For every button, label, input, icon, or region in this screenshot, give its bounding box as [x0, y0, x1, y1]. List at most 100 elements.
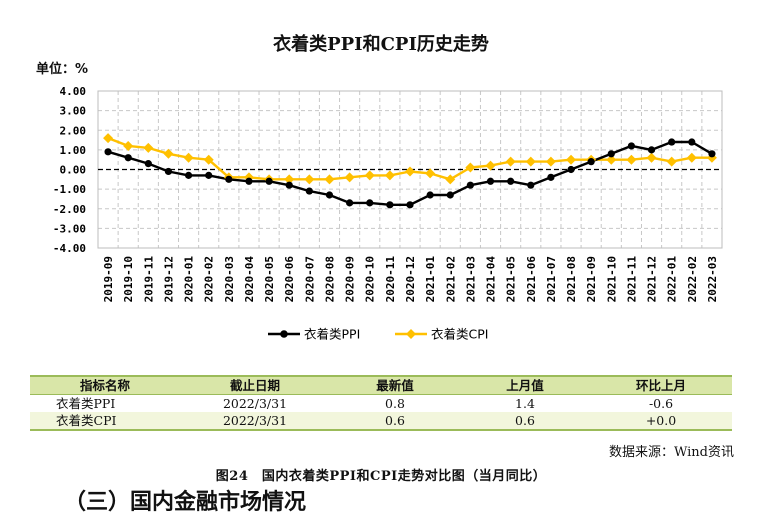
data-point: [124, 154, 132, 162]
table-cell: 0.6: [460, 412, 590, 431]
x-tick-label: 2020-06: [283, 256, 296, 303]
data-point: [566, 154, 577, 165]
data-point: [567, 165, 575, 174]
x-tick-label: 2019-10: [122, 256, 135, 302]
data-table: 指标名称 截止日期 最新值 上月值 环比上月 衣着类PPI 2022/3/31 …: [30, 375, 732, 431]
data-point: [527, 181, 535, 189]
data-point: [426, 191, 434, 199]
data-point: [304, 174, 315, 185]
data-point: [305, 187, 313, 195]
y-tick-label: -4.00: [53, 242, 86, 255]
legend-marker: [280, 330, 288, 338]
x-axis-ticks: 2019-09 2019-10 2019-11 2019-12 2020-01 2020-…: [102, 256, 719, 303]
table-header: 最新值: [330, 375, 460, 395]
x-tick-label: 2021-11: [625, 256, 638, 303]
x-tick-label: 2022-02: [686, 256, 699, 302]
y-axis-ticks: 4.00 3.00 2.00 1.00 0.00 -1.00 -2.00 -3.00 -4.00: [53, 85, 86, 255]
data-point: [384, 170, 395, 181]
y-tick-label: 1.00: [60, 144, 87, 157]
data-point: [284, 174, 295, 185]
x-tick-label: 2020-11: [384, 256, 397, 303]
x-tick-label: 2021-10: [605, 256, 618, 302]
y-tick-label: 4.00: [60, 85, 87, 98]
x-tick-label: 2021-05: [505, 256, 518, 302]
figure-caption: 图24 国内衣着类PPI和CPI走势对比图（当月同比）: [215, 469, 547, 484]
data-point: [668, 138, 676, 146]
data-point: [364, 170, 375, 181]
data-point: [647, 146, 656, 154]
data-point: [203, 154, 214, 165]
table-header: 上月值: [460, 375, 590, 395]
table-cell: 衣着类PPI: [30, 394, 180, 412]
x-tick-label: 2022-03: [706, 256, 719, 302]
table-cell: 衣着类CPI: [30, 412, 180, 431]
chart-title: 衣着类PPI和CPI历史走势: [273, 34, 489, 55]
table-cell: 2022/3/31: [180, 394, 330, 412]
data-point: [646, 152, 657, 163]
data-point: [405, 166, 415, 177]
x-tick-label: 2020-03: [223, 256, 236, 302]
section-heading: （三）国内金融市场情况: [64, 489, 307, 515]
table-cell: 2022/3/31: [180, 412, 330, 431]
data-point: [366, 199, 374, 207]
series-points: [103, 133, 717, 209]
table-cell: 1.4: [460, 394, 590, 412]
x-tick-label: 2020-09: [344, 256, 357, 302]
y-tick-label: -1.00: [53, 183, 86, 196]
data-point: [164, 167, 173, 176]
data-point: [466, 181, 474, 189]
data-point: [325, 191, 334, 199]
data-point: [547, 173, 555, 181]
y-tick-label: -2.00: [53, 203, 86, 216]
data-point: [144, 160, 152, 168]
x-tick-label: 2020-05: [263, 256, 276, 302]
legend-label: 衣着类PPI: [304, 327, 360, 342]
x-tick-label: 2020-08: [323, 256, 336, 302]
data-point: [686, 152, 697, 163]
x-tick-label: 2021-03: [464, 256, 477, 302]
data-point: [505, 156, 516, 167]
table-header-row: 指标名称 截止日期 最新值 上月值 环比上月: [30, 375, 732, 395]
data-point: [163, 148, 174, 159]
data-point: [205, 171, 213, 179]
data-point: [545, 156, 556, 167]
data-point: [446, 191, 454, 199]
data-point: [225, 175, 233, 183]
table-header: 指标名称: [30, 375, 180, 395]
data-point: [465, 162, 476, 173]
x-tick-label: 2021-02: [444, 256, 457, 302]
data-point: [708, 150, 716, 158]
data-point: [346, 199, 354, 207]
data-point: [104, 148, 112, 156]
x-tick-label: 2020-04: [243, 256, 256, 303]
x-tick-label: 2021-04: [485, 256, 498, 303]
data-point: [265, 177, 273, 185]
x-tick-label: 2021-06: [525, 256, 538, 303]
data-point: [626, 154, 637, 165]
data-point: [406, 201, 414, 209]
data-point: [324, 174, 335, 185]
table-cell: 0.8: [330, 394, 460, 412]
table-header: 截止日期: [180, 375, 330, 395]
data-point: [183, 152, 194, 163]
data-point: [143, 142, 154, 153]
legend-label: 衣着类CPI: [431, 327, 488, 342]
data-point: [123, 140, 134, 151]
data-point: [386, 201, 394, 209]
data-point: [425, 168, 436, 179]
line-chart: 4.00 3.00 2.00 1.00 0.00 -1.00 -2.00 -3.00 -4.00…: [53, 85, 723, 342]
table-row: 衣着类CPI 2022/3/31 0.6 0.6 +0.0: [30, 412, 732, 431]
data-point: [587, 158, 595, 166]
y-tick-label: 3.00: [60, 105, 87, 118]
x-tick-label: 2021-09: [585, 256, 598, 302]
table-header: 环比上月: [590, 375, 732, 395]
x-tick-label: 2021-01: [424, 256, 437, 303]
legend: 衣着类PPI 衣着类CPI: [268, 327, 488, 342]
y-tick-label: 2.00: [60, 124, 87, 137]
data-point: [103, 133, 114, 144]
data-point: [606, 154, 617, 165]
x-tick-label: 2020-12: [404, 256, 417, 302]
x-tick-label: 2020-10: [364, 256, 377, 302]
table-cell: -0.6: [590, 394, 732, 412]
unit-label: 单位：%: [36, 62, 89, 77]
